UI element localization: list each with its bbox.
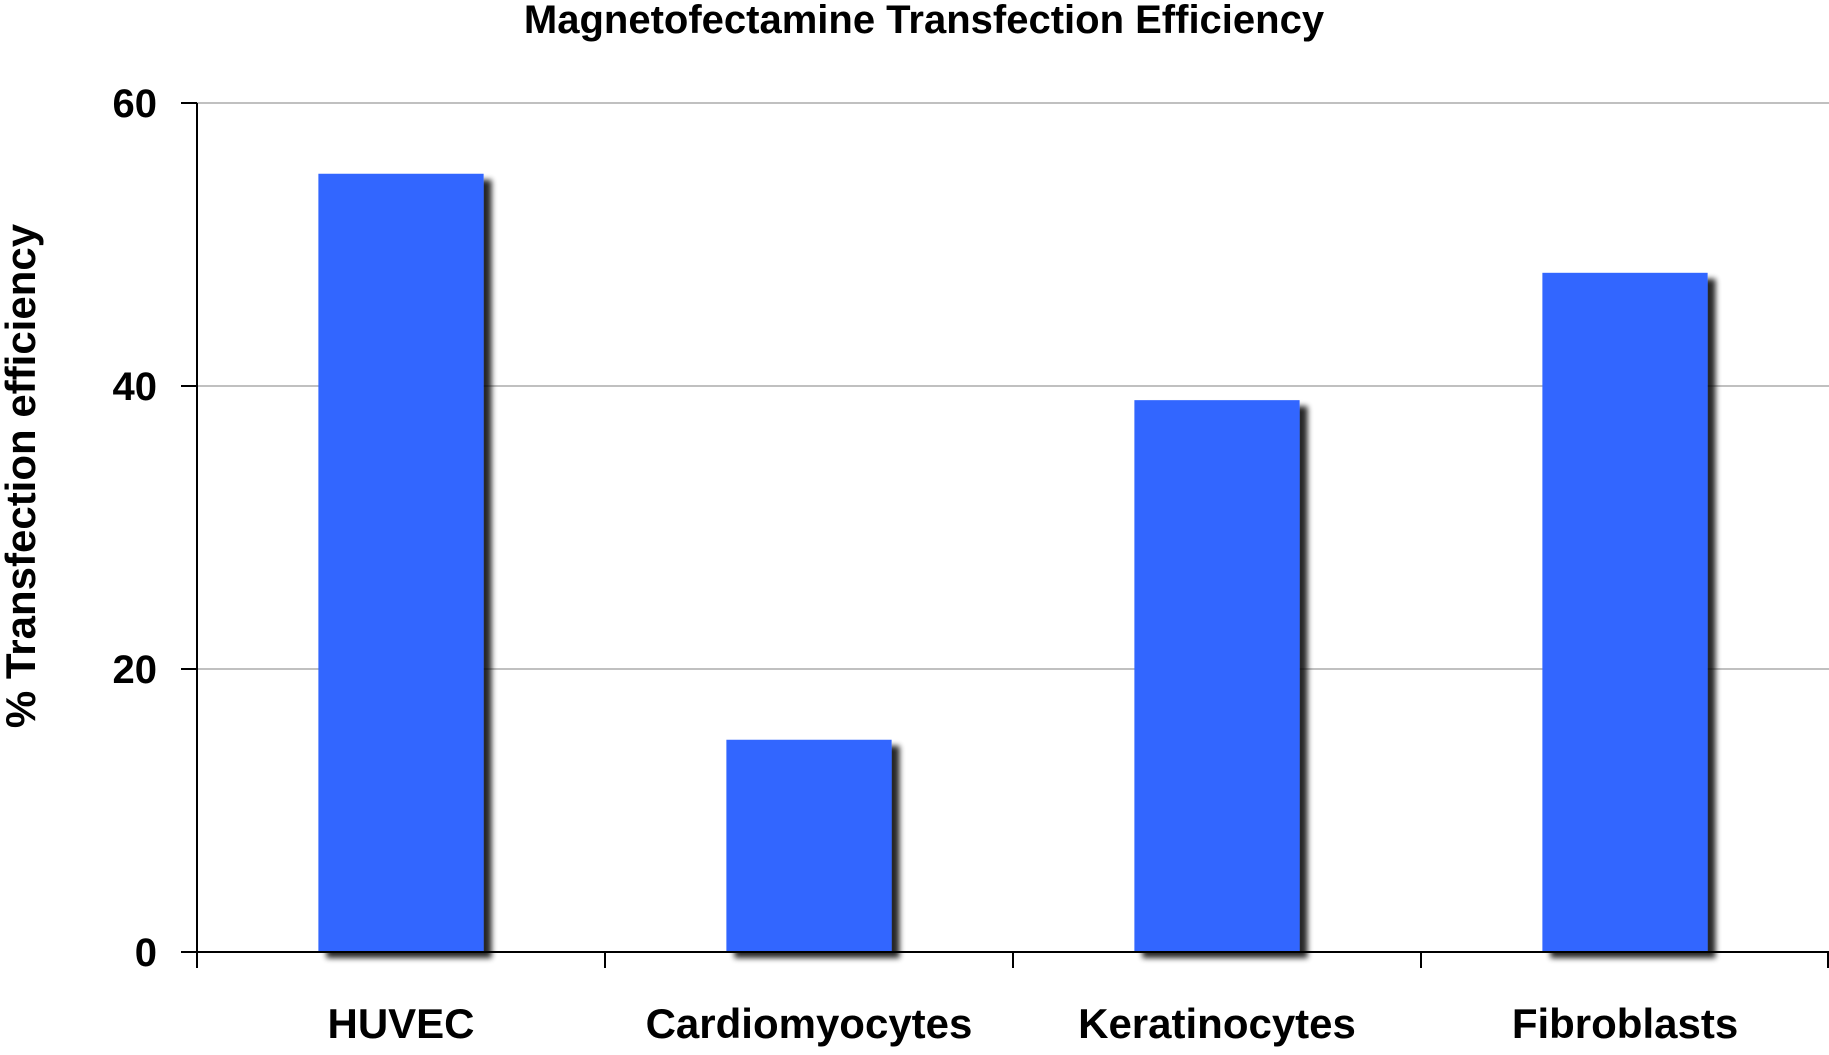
bar-keratinocytes xyxy=(1134,400,1300,952)
y-tick-labels: 0 20 40 60 xyxy=(113,82,158,975)
bars xyxy=(318,173,1708,952)
category-label: Cardiomyocytes xyxy=(646,1000,973,1047)
y-tick-label: 20 xyxy=(113,648,158,692)
category-label: HUVEC xyxy=(327,1000,474,1047)
bar-fibroblasts xyxy=(1542,272,1708,952)
y-tick-label: 60 xyxy=(113,82,158,126)
bar-huvec xyxy=(318,173,484,952)
category-label: Keratinocytes xyxy=(1078,1000,1356,1047)
category-labels: HUVEC Cardiomyocytes Keratinocytes Fibrobla… xyxy=(327,1000,1738,1047)
chart-title: Magnetofectamine Transfection Efficiency xyxy=(524,0,1325,42)
y-tick-label: 0 xyxy=(135,931,157,975)
y-tick-label: 40 xyxy=(113,365,158,409)
bar-cardiomyocytes xyxy=(726,739,892,952)
y-axis-label: % Transfection efficiency xyxy=(0,223,44,728)
axes xyxy=(181,102,1829,968)
category-label: Fibroblasts xyxy=(1512,1000,1738,1047)
